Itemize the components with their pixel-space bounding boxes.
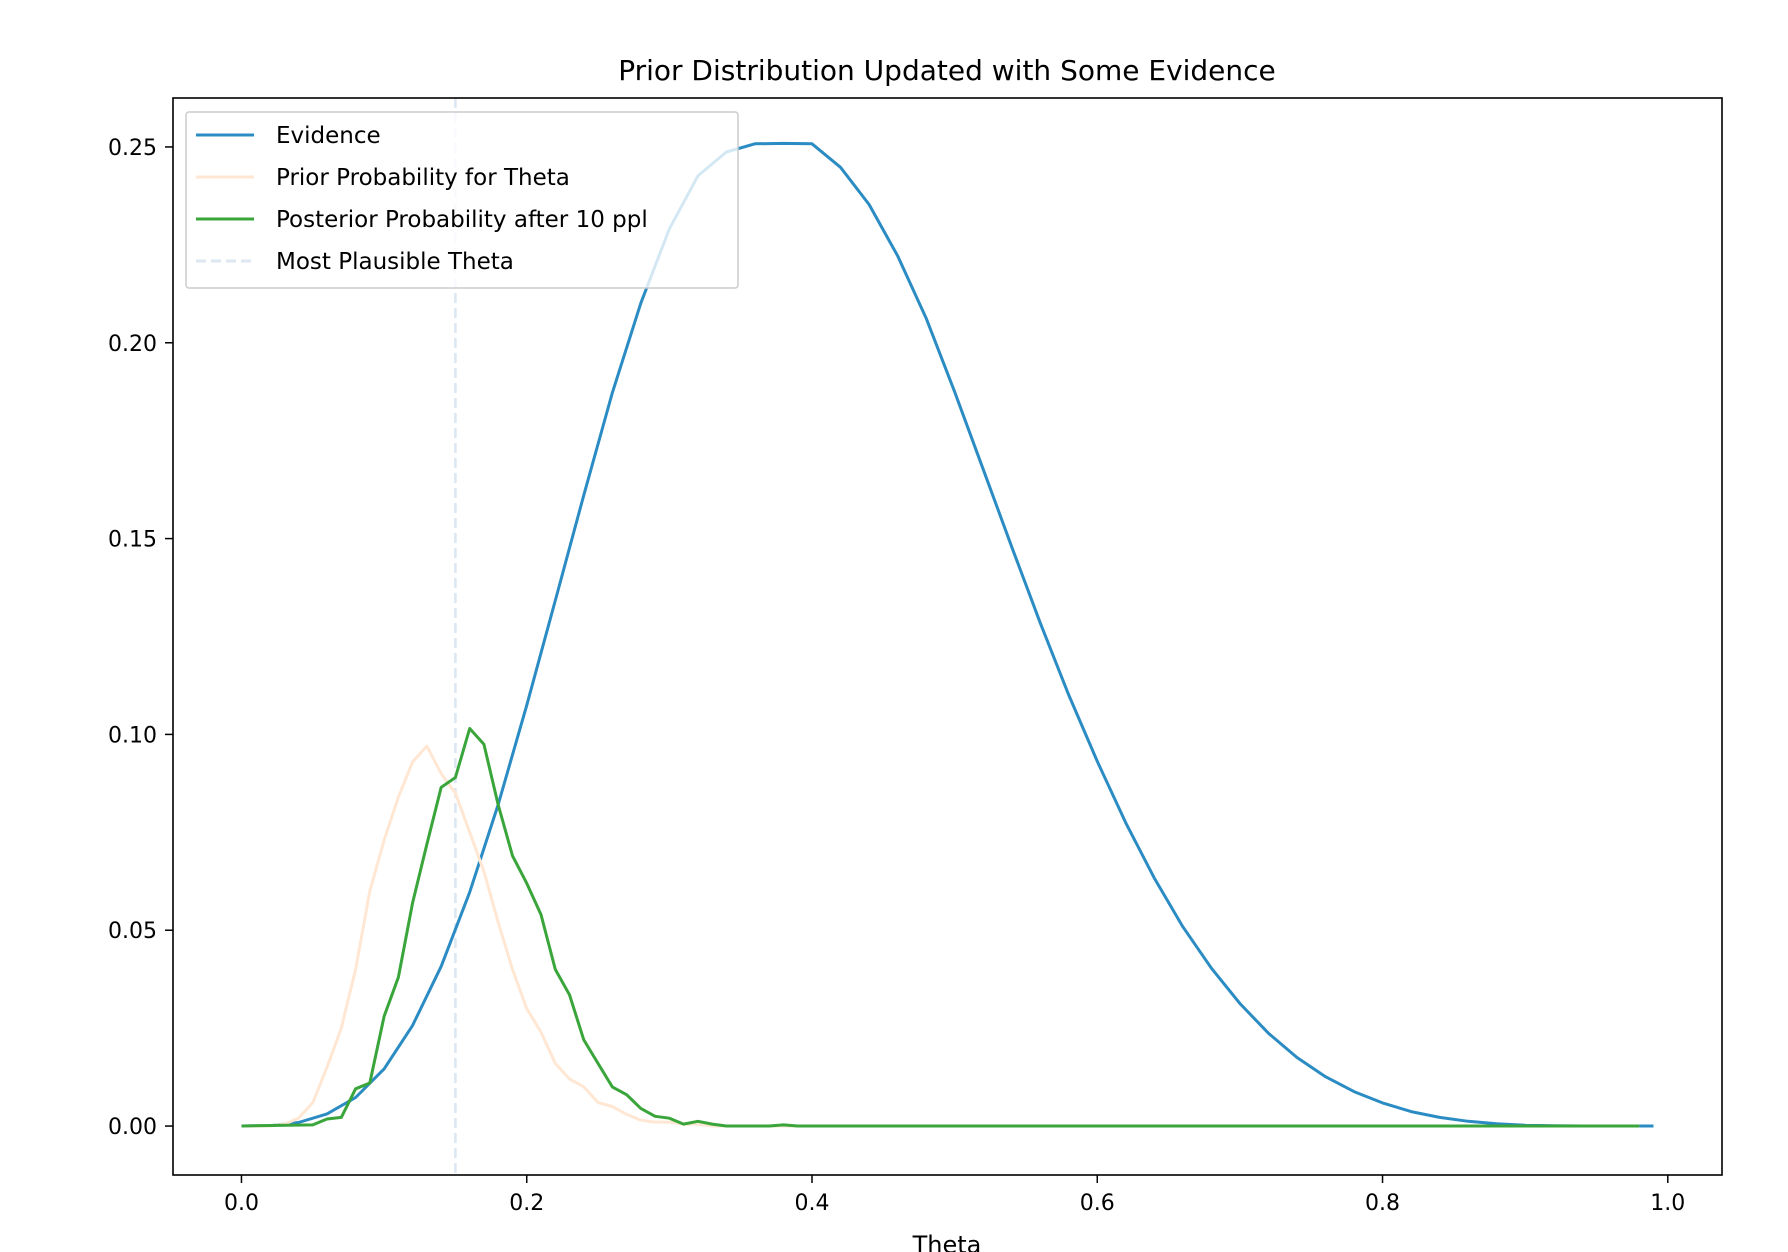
x-tick-label: 0.2 [509, 1191, 544, 1216]
series-line-evidence [241, 141, 1654, 1128]
x-tick-label: 0.6 [1080, 1191, 1115, 1216]
x-tick-label: 0.4 [794, 1191, 829, 1216]
y-axis: 0.00 0.05 0.10 0.15 0.20 0.25 [108, 136, 173, 1140]
legend-label-evidence: Evidence [276, 123, 381, 149]
legend-label-posterior-probability-after-10-ppl: Posterior Probability after 10 ppl [276, 207, 648, 233]
legend: Evidence Prior Probability for Theta Poste… [185, 111, 739, 289]
x-axis: 0.0 0.2 0.4 0.6 0.8 1.0 [224, 1175, 1685, 1216]
y-tick-label: 0.00 [108, 1115, 157, 1140]
series-line-posterior-probability-after-10-ppl [241, 727, 1640, 1128]
x-tick-label: 0.0 [224, 1191, 259, 1216]
x-axis-label: Theta [912, 1231, 982, 1252]
plot-frame [172, 97, 1723, 1176]
legend-label-most-plausible-theta: Most Plausible Theta [276, 249, 514, 275]
chart-title: Prior Distribution Updated with Some Evi… [618, 54, 1276, 87]
legend-label-prior-probability-for-theta: Prior Probability for Theta [276, 165, 570, 191]
y-tick-label: 0.15 [108, 528, 157, 553]
legend-frame [185, 111, 739, 289]
x-tick-label: 0.8 [1365, 1191, 1400, 1216]
y-tick-label: 0.25 [108, 136, 157, 161]
x-tick-label: 1.0 [1650, 1191, 1685, 1216]
y-tick-label: 0.05 [108, 919, 157, 944]
series-layer [241, 98, 1654, 1175]
y-tick-label: 0.10 [108, 723, 157, 748]
y-tick-label: 0.20 [108, 332, 157, 357]
